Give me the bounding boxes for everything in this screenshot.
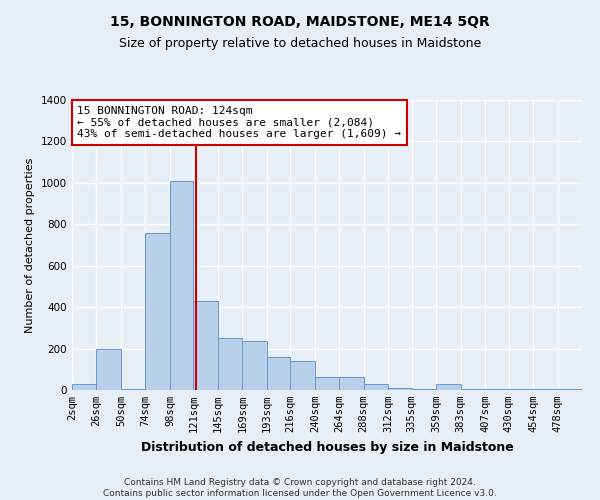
Bar [412,389,436,390]
Bar [193,301,218,390]
Text: 15, BONNINGTON ROAD, MAIDSTONE, ME14 5QR: 15, BONNINGTON ROAD, MAIDSTONE, ME14 5QR [110,15,490,29]
Bar [509,389,533,390]
Bar [267,357,290,390]
Bar [485,389,509,390]
Bar [218,338,242,390]
Bar [364,384,388,390]
Text: Contains HM Land Registry data © Crown copyright and database right 2024.
Contai: Contains HM Land Registry data © Crown c… [103,478,497,498]
Text: 15 BONNINGTON ROAD: 124sqm
← 55% of detached houses are smaller (2,084)
43% of s: 15 BONNINGTON ROAD: 124sqm ← 55% of deta… [77,106,401,139]
Bar [145,232,170,390]
Bar [242,342,267,390]
Bar [97,348,121,390]
X-axis label: Distribution of detached houses by size in Maidstone: Distribution of detached houses by size … [140,440,514,454]
Bar [315,376,339,390]
Bar [461,389,485,390]
Bar [72,384,97,390]
Bar [121,389,145,390]
Bar [339,376,364,390]
Y-axis label: Number of detached properties: Number of detached properties [25,158,35,332]
Text: Size of property relative to detached houses in Maidstone: Size of property relative to detached ho… [119,38,481,51]
Bar [290,361,315,390]
Bar [170,181,193,390]
Bar [533,389,557,390]
Bar [436,384,461,390]
Bar [557,389,582,390]
Bar [388,388,412,390]
